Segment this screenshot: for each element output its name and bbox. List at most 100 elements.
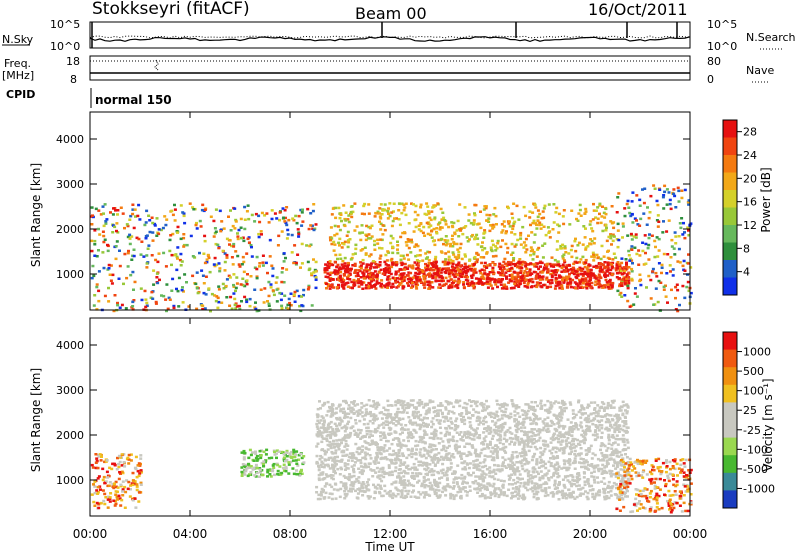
range-cell — [527, 279, 531, 282]
range-cell — [540, 453, 544, 457]
range-cell — [431, 268, 435, 272]
range-cell — [621, 278, 625, 281]
range-cell — [514, 450, 518, 454]
range-cell — [627, 275, 630, 279]
range-cell — [369, 253, 373, 256]
range-cell — [266, 271, 269, 275]
range-cell — [106, 249, 110, 253]
range-cell — [428, 251, 432, 254]
range-cell — [391, 276, 395, 279]
range-cell — [485, 280, 489, 283]
range-cell — [609, 414, 613, 417]
range-cell — [325, 282, 328, 285]
range-cell — [321, 437, 325, 440]
range-cell — [267, 304, 271, 307]
range-cell — [341, 267, 345, 270]
range-cell — [534, 222, 538, 225]
range-cell — [575, 282, 579, 286]
range-cell — [333, 442, 337, 446]
range-cell — [423, 286, 427, 289]
range-cell — [468, 399, 471, 402]
range-cell — [429, 218, 433, 222]
range-cell — [359, 238, 363, 242]
range-cell — [236, 232, 239, 235]
range-cell — [176, 289, 180, 293]
range-cell — [500, 223, 504, 226]
range-cell — [573, 457, 577, 460]
range-cell — [132, 226, 136, 230]
range-cell — [399, 459, 403, 462]
range-cell — [437, 221, 441, 225]
range-cell — [500, 287, 504, 290]
range-cell — [400, 483, 404, 486]
range-cell — [331, 452, 335, 455]
range-cell — [187, 305, 191, 308]
range-cell — [280, 307, 284, 310]
range-cell — [584, 453, 588, 456]
range-cell — [293, 290, 297, 294]
range-cell — [552, 423, 556, 426]
range-cell — [336, 467, 340, 471]
range-cell — [593, 481, 597, 484]
range-cell — [587, 468, 591, 471]
range-cell — [494, 254, 498, 258]
range-cell — [326, 264, 330, 267]
colorbar-frame — [722, 119, 738, 296]
range-cell — [611, 434, 615, 437]
range-cell — [539, 470, 543, 473]
range-cell — [189, 234, 193, 238]
range-cell — [281, 267, 285, 270]
range-cell — [510, 212, 514, 215]
range-cell — [662, 220, 665, 223]
range-cell — [432, 430, 436, 434]
range-cell — [443, 434, 447, 438]
range-cell — [400, 202, 404, 205]
range-cell — [299, 208, 303, 212]
range-cell — [397, 439, 401, 443]
range-cell — [557, 401, 561, 404]
range-cell — [526, 409, 530, 413]
range-cell — [399, 281, 403, 285]
range-cell — [552, 433, 556, 437]
range-cell — [282, 281, 286, 284]
range-cell — [356, 412, 360, 415]
range-cell — [584, 258, 588, 262]
range-cell — [434, 266, 438, 269]
range-cell — [635, 194, 639, 197]
range-cell — [427, 275, 431, 278]
range-cell — [140, 240, 144, 243]
range-cell — [488, 440, 492, 444]
range-cell — [499, 430, 503, 433]
range-cell — [462, 281, 466, 284]
range-cell — [499, 283, 503, 286]
range-cell — [579, 269, 583, 272]
range-cell — [410, 455, 414, 459]
range-cell — [502, 260, 506, 264]
range-cell — [586, 245, 590, 248]
range-cell — [428, 399, 432, 402]
range-cell — [128, 218, 132, 221]
range-cell — [330, 497, 334, 501]
range-cell — [370, 262, 374, 265]
range-cell — [393, 416, 396, 419]
range-cell — [625, 275, 629, 279]
range-cell — [566, 474, 570, 478]
range-cell — [343, 430, 347, 433]
range-cell — [172, 304, 176, 308]
range-cell — [411, 276, 415, 279]
range-cell — [409, 452, 413, 455]
range-cell — [429, 224, 433, 227]
range-cell — [435, 227, 439, 230]
range-cell — [493, 263, 497, 267]
range-cell — [515, 204, 519, 208]
range-cell — [493, 423, 497, 427]
range-cell — [432, 204, 436, 207]
range-cell — [604, 420, 608, 424]
range-cell — [456, 267, 460, 271]
range-cell — [383, 228, 387, 232]
range-cell — [419, 460, 423, 463]
range-cell — [541, 475, 545, 478]
range-cell — [594, 274, 598, 278]
range-cell — [603, 407, 606, 411]
range-cell — [590, 484, 594, 488]
